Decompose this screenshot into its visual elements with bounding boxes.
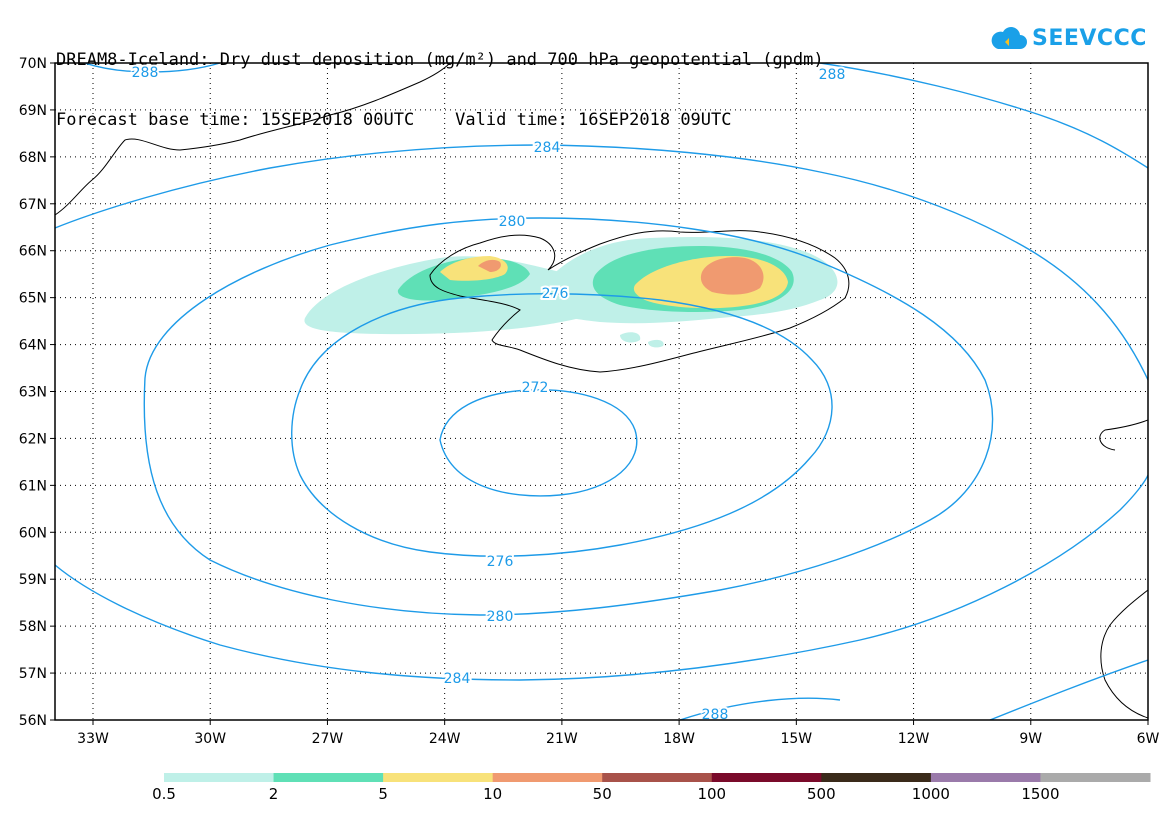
- contour-280: [55, 474, 1148, 681]
- contour-labels: 288 288 284 280 276 272 276 280 284 288: [130, 63, 848, 725]
- contour-label-288-top: 288: [132, 65, 159, 81]
- legend-swatch: [602, 773, 713, 782]
- lat-tick-label: 64N: [19, 338, 47, 354]
- cloud-icon: [991, 27, 1027, 49]
- contour-284: [55, 144, 1148, 381]
- legend-swatch: [930, 773, 1041, 782]
- lat-tick-label: 67N: [19, 197, 47, 213]
- lon-tick-label: 12W: [898, 731, 930, 747]
- dust-band-10-east: [700, 257, 764, 295]
- legend-label: 5: [378, 785, 388, 803]
- longitude-axis: 33W 30W 27W 24W 21W 18W 15W 12W 9W 6W: [77, 720, 1160, 747]
- legend-label: 50: [593, 785, 612, 803]
- lat-tick-label: 70N: [19, 56, 47, 72]
- lat-tick-label: 59N: [19, 572, 47, 588]
- dust-deposition-field: [304, 237, 838, 348]
- legend-label: 100: [697, 785, 726, 803]
- contour-272: [439, 389, 638, 497]
- contour-label-288-right: 288: [819, 67, 846, 83]
- geopotential-contours: [55, 63, 1148, 720]
- contour-label-284: 284: [534, 140, 561, 156]
- legend-label: 0.5: [152, 785, 176, 803]
- coastlines: [55, 63, 1148, 719]
- iceland-coast: [429, 230, 850, 373]
- scotland-coast-2: [1100, 589, 1148, 719]
- seevccc-logo: SEEVCCC: [990, 18, 1147, 58]
- lon-tick-label: 27W: [312, 731, 344, 747]
- contour-label-272: 272: [522, 380, 549, 396]
- legend-swatch: [821, 773, 932, 782]
- contour-label-280-bottom: 280: [487, 609, 514, 625]
- contour-276: [291, 293, 833, 557]
- dust-patch-small-2: [648, 339, 664, 348]
- legend-label: 10: [483, 785, 502, 803]
- legend-swatch: [383, 773, 494, 782]
- dust-patch-small-1: [620, 332, 641, 343]
- legend-colorbar: [164, 773, 1151, 782]
- title-line-2: Forecast base time: 15SEP2018 00UTC Vali…: [56, 110, 732, 130]
- lat-tick-label: 58N: [19, 619, 47, 635]
- contour-label-284-bottom: 284: [444, 671, 471, 687]
- legend-label: 1500: [1021, 785, 1059, 803]
- legend-swatch: [492, 773, 603, 782]
- legend-labels: 0.5 2 5 10 50 100 500 1000 1500: [152, 785, 1059, 803]
- lat-tick-label: 56N: [19, 713, 47, 729]
- legend-label: 1000: [912, 785, 950, 803]
- lat-tick-label: 65N: [19, 291, 47, 307]
- chart-title: DREAM8-Iceland: Dry dust deposition (mg/…: [56, 10, 824, 150]
- dust-band-10-west: [478, 259, 501, 272]
- greenland-coast: [55, 63, 451, 216]
- lon-tick-label: 24W: [429, 731, 461, 747]
- lon-tick-label: 9W: [1019, 731, 1042, 747]
- contour-288-bottomright: [989, 659, 1148, 720]
- lat-tick-label: 60N: [19, 525, 47, 541]
- latitude-axis: 70N 69N 68N 67N 66N 65N 64N 63N 62N 61N 60N 59N 58N 5…: [19, 56, 55, 729]
- contour-label-276-top: 276: [542, 286, 569, 302]
- contour-label-280: 280: [499, 214, 526, 230]
- legend-label: 2: [269, 785, 279, 803]
- lat-tick-label: 61N: [19, 478, 47, 494]
- grid-lines: [55, 63, 1148, 720]
- lat-tick-label: 62N: [19, 431, 47, 447]
- lon-tick-label: 33W: [77, 731, 109, 747]
- contour-label-276-bottom: 276: [487, 554, 514, 570]
- lon-tick-label: 21W: [546, 731, 578, 747]
- logo-text: SEEVCCC: [1032, 25, 1147, 51]
- legend-swatch: [1040, 773, 1151, 782]
- legend-swatch: [711, 773, 822, 782]
- lon-tick-label: 18W: [663, 731, 695, 747]
- contour-288-topright: [819, 63, 1148, 169]
- lat-tick-label: 63N: [19, 385, 47, 401]
- lon-tick-label: 15W: [780, 731, 812, 747]
- lon-tick-label: 6W: [1137, 731, 1160, 747]
- contour-280-loop: [143, 217, 994, 616]
- contour-288-bottom: [679, 697, 841, 720]
- lon-tick-label: 30W: [194, 731, 226, 747]
- plot-frame: [54, 62, 1149, 721]
- legend-swatch: [164, 773, 275, 782]
- contour-288-top: [84, 63, 221, 73]
- lat-tick-label: 57N: [19, 666, 47, 682]
- title-line-1: DREAM8-Iceland: Dry dust deposition (mg/…: [56, 50, 824, 70]
- lat-tick-label: 66N: [19, 244, 47, 260]
- legend-swatch: [273, 773, 384, 782]
- lat-tick-label: 69N: [19, 103, 47, 119]
- scotland-coast-1: [1099, 419, 1148, 451]
- lat-tick-label: 68N: [19, 150, 47, 166]
- legend-label: 500: [807, 785, 836, 803]
